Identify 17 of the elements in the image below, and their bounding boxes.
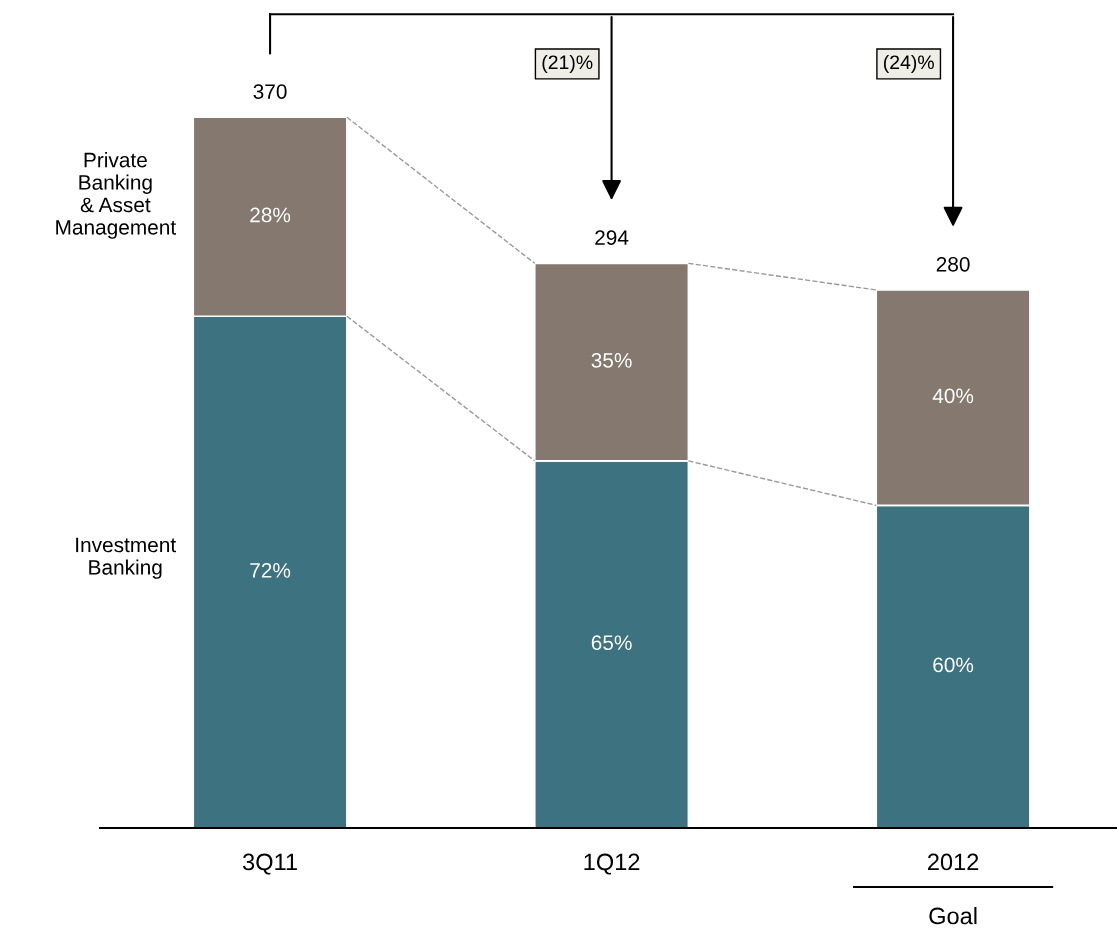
text: 370: [253, 84, 287, 99]
annotation: 35%: [591, 352, 632, 368]
text: Goal: [929, 906, 977, 925]
text: (24)%: [883, 54, 934, 74]
x-tick-label: 2012: [928, 853, 979, 871]
series-label: Investment Banking: [76, 537, 177, 579]
annotation: 294: [595, 230, 629, 245]
annotation: 280: [936, 256, 970, 272]
x-tick-label: 1Q12: [584, 853, 640, 875]
text: (21)%: [542, 54, 593, 74]
annotation: 40%: [932, 388, 974, 404]
x-tick-label: 3Q11: [242, 853, 297, 875]
annotation: 28%: [250, 207, 291, 223]
series-label: Private Banking & Asset Management: [56, 152, 177, 239]
annotation: 60%: [933, 657, 974, 673]
annotation: 72%: [250, 562, 291, 578]
annotation: 65%: [591, 635, 632, 651]
